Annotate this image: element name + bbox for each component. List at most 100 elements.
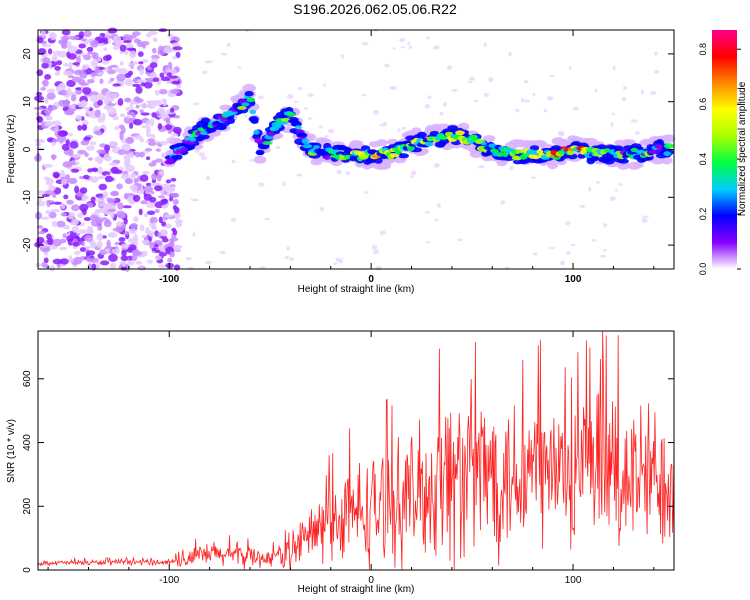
noise-blob bbox=[138, 104, 148, 108]
noise-blob bbox=[107, 27, 118, 34]
noise-blob bbox=[82, 65, 89, 70]
noise-blob bbox=[40, 86, 46, 91]
noise-blob bbox=[114, 125, 120, 131]
ridge-blob bbox=[313, 145, 320, 150]
noise-blob bbox=[51, 221, 58, 227]
noise-blob bbox=[83, 217, 92, 221]
noise-blob bbox=[51, 120, 62, 126]
colorbar-tick-label: 0.4 bbox=[698, 153, 708, 166]
noise-blob bbox=[85, 145, 95, 151]
faint-blob bbox=[524, 99, 530, 103]
noise-blob bbox=[139, 109, 144, 113]
faint-blob bbox=[384, 63, 390, 68]
ridge-blob bbox=[301, 138, 310, 144]
noise-blob bbox=[49, 32, 57, 41]
faint-blob bbox=[560, 260, 565, 266]
faint-blob bbox=[258, 182, 265, 187]
noise-blob bbox=[90, 72, 97, 77]
noise-blob bbox=[92, 168, 99, 173]
noise-blob bbox=[113, 45, 119, 51]
faint-blob bbox=[328, 128, 334, 134]
noise-blob bbox=[63, 194, 69, 200]
noise-blob bbox=[83, 54, 92, 61]
snr-panel: -100 0 100 0 200 400 600 Height of straight li… bbox=[6, 330, 675, 595]
ridge-blob bbox=[286, 112, 296, 117]
noise-blob bbox=[146, 79, 155, 83]
ridge-blob bbox=[275, 123, 282, 129]
noise-blob bbox=[147, 259, 154, 264]
noise-blob bbox=[124, 72, 132, 78]
noise-blob bbox=[56, 60, 63, 66]
noise-blob bbox=[158, 264, 167, 268]
faint-blob bbox=[322, 83, 326, 87]
noise-blob bbox=[123, 192, 129, 200]
faint-blob bbox=[543, 109, 548, 113]
snr-y-axis-label: SNR (10 * v/v) bbox=[6, 419, 17, 483]
faint-blob bbox=[532, 92, 536, 97]
faint-blob bbox=[565, 221, 571, 226]
faint-blob bbox=[523, 80, 529, 84]
faint-blob bbox=[237, 66, 242, 69]
noise-blob bbox=[122, 34, 132, 42]
noise-blob bbox=[155, 148, 161, 152]
noise-blob bbox=[102, 55, 112, 61]
noise-blob bbox=[99, 78, 104, 85]
noise-blob bbox=[101, 37, 108, 42]
noise-blob bbox=[62, 161, 73, 168]
snr-frame bbox=[37, 330, 675, 571]
noise-blob bbox=[126, 47, 137, 51]
noise-blob bbox=[52, 171, 60, 178]
noise-blob bbox=[128, 228, 137, 235]
noise-blob bbox=[135, 98, 144, 103]
ridge-blob bbox=[661, 157, 673, 165]
ridge-blob bbox=[376, 139, 388, 147]
y-tick-label: 200 bbox=[22, 497, 33, 514]
faint-blob bbox=[612, 65, 616, 71]
noise-blob bbox=[117, 98, 124, 106]
noise-blob bbox=[145, 33, 152, 38]
faint-blob bbox=[640, 89, 645, 95]
noise-blob bbox=[165, 179, 171, 184]
colorbar-tick-label: 0.0 bbox=[698, 263, 708, 276]
noise-blob bbox=[53, 201, 63, 205]
noise-blob bbox=[86, 46, 94, 53]
noise-blob bbox=[152, 37, 158, 43]
noise-blob bbox=[87, 168, 94, 173]
noise-blob bbox=[107, 69, 116, 75]
ridge-blob bbox=[305, 133, 317, 142]
noise-blob bbox=[116, 73, 126, 82]
noise-blob bbox=[141, 125, 151, 129]
noise-blob bbox=[79, 71, 88, 79]
noise-blob bbox=[38, 196, 43, 202]
noise-blob bbox=[145, 126, 151, 135]
noise-blob bbox=[149, 62, 158, 69]
colorbar-label: Normalized spectral amplitude bbox=[737, 81, 748, 216]
faint-blob bbox=[594, 88, 598, 93]
noise-blob bbox=[160, 76, 170, 82]
noise-blob bbox=[59, 258, 69, 265]
noise-blob bbox=[61, 143, 70, 151]
noise-blob bbox=[44, 97, 49, 104]
noise-blob bbox=[95, 65, 100, 74]
noise-blob bbox=[38, 230, 46, 235]
noise-blob bbox=[169, 251, 175, 258]
faint-blob bbox=[230, 217, 237, 222]
noise-blob bbox=[34, 95, 44, 102]
faint-blob bbox=[257, 95, 264, 100]
noise-blob bbox=[141, 239, 150, 245]
noise-blob bbox=[89, 91, 99, 96]
y-tick-label: 600 bbox=[22, 370, 33, 387]
x-tick-label: -100 bbox=[159, 274, 179, 285]
noise-blob bbox=[42, 44, 52, 48]
noise-blob bbox=[152, 77, 160, 82]
noise-blob bbox=[116, 183, 123, 190]
faint-blob bbox=[226, 42, 231, 48]
noise-blob bbox=[171, 80, 181, 85]
noise-blob bbox=[154, 89, 160, 96]
spectrogram-blobs bbox=[33, 27, 676, 272]
noise-blob bbox=[45, 178, 54, 186]
faint-blob bbox=[400, 46, 405, 49]
ridge-blob bbox=[630, 147, 639, 153]
noise-blob bbox=[104, 144, 111, 153]
noise-blob bbox=[97, 166, 103, 175]
